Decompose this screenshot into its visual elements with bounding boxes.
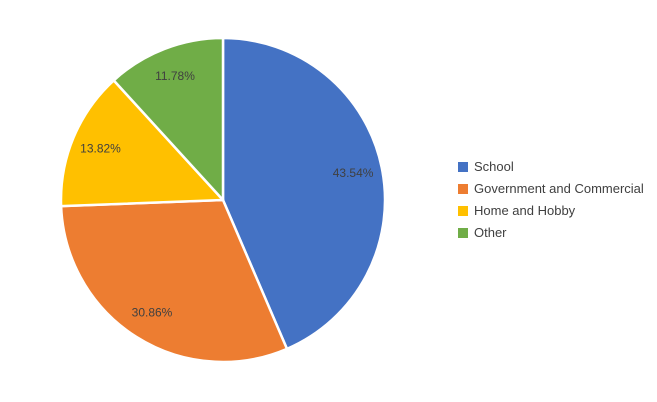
pie-slice-other	[112, 36, 225, 202]
pie-slice-school	[221, 36, 387, 351]
legend-swatch-icon	[458, 205, 468, 216]
chart-legend: School Government and Commercial Home and …	[458, 159, 644, 247]
legend-item-school: School	[458, 159, 644, 174]
legend-item-home-and-hobby: Home and Hobby	[458, 203, 644, 218]
slice-percent-label: 30.86%	[132, 305, 173, 319]
legend-item-other: Other	[458, 225, 644, 240]
legend-item-label: School	[474, 159, 514, 174]
legend-item-government-and-commercial: Government and Commercial	[458, 181, 644, 196]
slice-percent-label: 13.82%	[80, 142, 121, 156]
slice-percent-label: 43.54%	[333, 166, 374, 180]
legend-item-label: Home and Hobby	[474, 203, 576, 218]
legend-item-label: Other	[474, 225, 507, 240]
pie-slice-home-and-hobby	[59, 79, 225, 208]
legend-swatch-icon	[458, 183, 468, 194]
legend-item-label: Government and Commercial	[474, 181, 644, 196]
legend-swatch-icon	[458, 227, 468, 238]
legend-swatch-icon	[458, 161, 468, 172]
pie-slice-government-and-commercial	[59, 198, 289, 364]
slice-percent-label: 11.78%	[155, 69, 195, 83]
